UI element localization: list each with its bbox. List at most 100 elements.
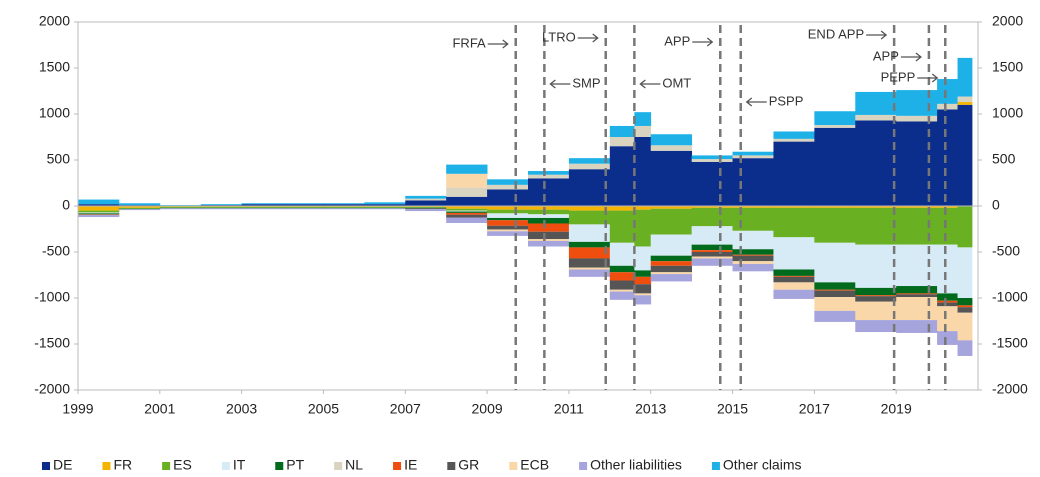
area-segment (528, 171, 570, 175)
area-segment (814, 127, 856, 206)
event-arrow (866, 30, 888, 40)
legend-swatch (447, 462, 456, 470)
area-segment (446, 187, 488, 197)
area-segment (855, 120, 897, 206)
area-segment (487, 189, 529, 206)
area-segment (650, 265, 693, 273)
area-segment (650, 134, 693, 146)
area-segment (634, 270, 652, 277)
area-segment (937, 302, 958, 307)
area-segment (732, 254, 774, 256)
y-tick-label: -500 (42, 243, 70, 259)
area-segment (855, 114, 897, 121)
area-segment (282, 204, 324, 206)
area-segment (241, 206, 283, 208)
area-segment (446, 217, 488, 224)
area-segment (650, 206, 693, 209)
area-segment (732, 255, 774, 262)
area-segment (896, 115, 938, 122)
area-segment (855, 295, 897, 297)
area-segment (937, 109, 958, 206)
legend-label: IT (233, 457, 246, 473)
area-segment (568, 267, 611, 270)
area-segment (568, 241, 611, 248)
area-segment (634, 276, 652, 285)
x-tick-label: 2005 (308, 401, 339, 417)
y-tick-label: 500 (47, 151, 71, 167)
area-segment (78, 199, 120, 205)
area-segment (568, 247, 611, 259)
y-tick-label: 0 (62, 197, 70, 213)
area-segment (118, 203, 161, 206)
area-segment (487, 179, 529, 185)
area-segment (957, 298, 973, 306)
legend-label: Other claims (723, 457, 802, 473)
area-segment (855, 296, 897, 302)
legend-swatch (579, 462, 588, 470)
area-segment (732, 151, 774, 156)
area-segment (78, 210, 120, 213)
legend-swatch (162, 462, 171, 470)
area-segment (896, 293, 938, 295)
area-segment (405, 195, 447, 199)
area-segment (650, 255, 693, 262)
area-segment (650, 208, 693, 235)
event-label: OMT (662, 75, 691, 90)
area-segment (814, 289, 856, 291)
area-segment (814, 206, 856, 208)
area-segment (937, 206, 958, 208)
x-tick-label: 2007 (390, 401, 421, 417)
y2-tick-label: -1500 (992, 335, 1028, 351)
area-segment (118, 207, 161, 209)
area-segment (650, 274, 693, 282)
event-label: APP (664, 33, 690, 48)
legend-label: DE (53, 457, 72, 473)
area-segment (568, 210, 611, 225)
area-segment (405, 209, 447, 212)
y2-tick-label: -2000 (992, 381, 1028, 397)
area-segment (855, 287, 897, 296)
area-segment (650, 234, 693, 256)
area-segment (691, 244, 733, 251)
area-segment (405, 200, 447, 206)
area-segment (528, 178, 570, 206)
area-segment (487, 231, 529, 236)
area-segment (957, 307, 973, 313)
area-segment (814, 297, 856, 311)
area-segment (814, 310, 856, 322)
y2-tick-label: 1000 (992, 105, 1023, 121)
area-segment (528, 206, 570, 210)
area-segment (528, 240, 570, 247)
area-segment (634, 206, 652, 210)
area-segment (568, 269, 611, 277)
event-arrow (917, 73, 939, 83)
area-segment (691, 256, 733, 259)
area-segment (855, 320, 897, 333)
area-segment (487, 225, 529, 230)
legend-label: PT (286, 457, 304, 473)
area-segment (405, 206, 447, 208)
area-segment (937, 300, 958, 303)
area-segment (896, 294, 938, 298)
area-segment (609, 137, 635, 147)
event-arrow (900, 52, 922, 62)
data-layer (78, 57, 973, 356)
area-segment (609, 291, 635, 300)
area-segment (732, 207, 774, 231)
area-segment (446, 196, 488, 206)
area-segment (691, 207, 733, 227)
area-segment (609, 125, 635, 137)
event-arrow (577, 33, 599, 43)
y2-tick-label: -500 (992, 243, 1020, 259)
area-segment (650, 272, 693, 275)
area-segment (118, 209, 161, 211)
area-segment (957, 57, 973, 97)
area-segment (773, 131, 815, 139)
event-label: FRFA (452, 35, 486, 50)
area-segment (446, 211, 488, 213)
y-tick-label: -1000 (34, 289, 70, 305)
area-segment (446, 210, 488, 212)
area-segment (446, 164, 488, 174)
area-segment (732, 230, 774, 250)
area-segment (200, 208, 243, 210)
